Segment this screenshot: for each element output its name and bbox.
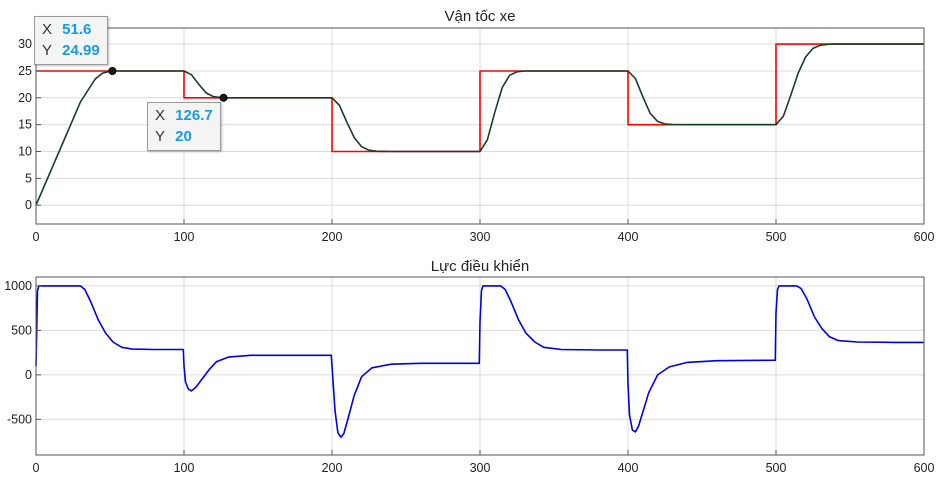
datatip-marker-2[interactable] bbox=[219, 93, 228, 102]
x-tick-label: 600 bbox=[914, 230, 935, 244]
datatip-markers bbox=[108, 67, 228, 102]
x-tick-label: 600 bbox=[914, 461, 935, 475]
datatip-y-row: Y 20 bbox=[155, 126, 213, 147]
y-tick-label: 20 bbox=[18, 91, 32, 105]
datatip-y-label: Y bbox=[42, 42, 53, 59]
y-tick-label: 5 bbox=[25, 171, 32, 185]
x-tick-label: 0 bbox=[33, 461, 40, 475]
x-tick-label: 100 bbox=[174, 230, 195, 244]
datatip-x-row: X 126.7 bbox=[155, 105, 213, 126]
x-tick-label: 200 bbox=[322, 461, 343, 475]
x-tick-label: 0 bbox=[33, 230, 40, 244]
datatip-marker-1[interactable] bbox=[108, 67, 117, 76]
datatip-y-row: Y 24.99 bbox=[42, 40, 100, 61]
datatip-x-label: X bbox=[42, 21, 53, 38]
y-tick-label: 25 bbox=[18, 64, 32, 78]
control-force-axes: 0 100 200 300 400 500 600 -500 0 500 1000 Lực điều… bbox=[4, 258, 934, 475]
series-line-0 bbox=[35, 285, 924, 439]
datatip-x-value: 51.6 bbox=[62, 21, 92, 38]
force-series-group bbox=[35, 285, 924, 439]
datatip-x-row: X 51.6 bbox=[42, 19, 100, 40]
y-tick-label: 0 bbox=[25, 198, 32, 212]
y-tick-label: 10 bbox=[18, 145, 32, 159]
y-tick-label: 15 bbox=[18, 118, 32, 132]
x-tick-label: 200 bbox=[322, 230, 343, 244]
force-chart-title: Lực điều khiển bbox=[431, 258, 529, 275]
y-tick-label: 1000 bbox=[4, 279, 32, 293]
y-tick-label: 500 bbox=[11, 323, 32, 337]
force-tick-labels: 0 100 200 300 400 500 600 -500 0 500 1000 bbox=[4, 279, 934, 475]
x-tick-label: 500 bbox=[766, 461, 787, 475]
y-tick-label: -500 bbox=[7, 412, 32, 426]
y-tick-label: 0 bbox=[25, 368, 32, 382]
datatip-y-value: 20 bbox=[175, 128, 192, 145]
x-tick-label: 300 bbox=[470, 461, 491, 475]
datatip-y-value: 24.99 bbox=[62, 42, 100, 59]
speed-tick-labels: 0 100 200 300 400 500 600 0 5 10 15 20 25 30 bbox=[18, 37, 934, 244]
datatip-y-label: Y bbox=[155, 128, 166, 145]
speed-chart-title: Vận tốc xe bbox=[445, 8, 516, 25]
datatip-x-label: X bbox=[155, 107, 166, 124]
datatip-2[interactable]: X 126.7 Y 20 bbox=[147, 102, 221, 151]
series-line-0 bbox=[36, 43, 924, 153]
y-tick-label: 30 bbox=[18, 37, 32, 51]
datatip-1[interactable]: X 51.6 Y 24.99 bbox=[34, 16, 108, 65]
x-tick-label: 300 bbox=[470, 230, 491, 244]
x-tick-label: 100 bbox=[174, 461, 195, 475]
datatip-x-value: 126.7 bbox=[175, 107, 213, 124]
x-tick-label: 500 bbox=[766, 230, 787, 244]
x-tick-label: 400 bbox=[618, 461, 639, 475]
x-tick-label: 400 bbox=[618, 230, 639, 244]
